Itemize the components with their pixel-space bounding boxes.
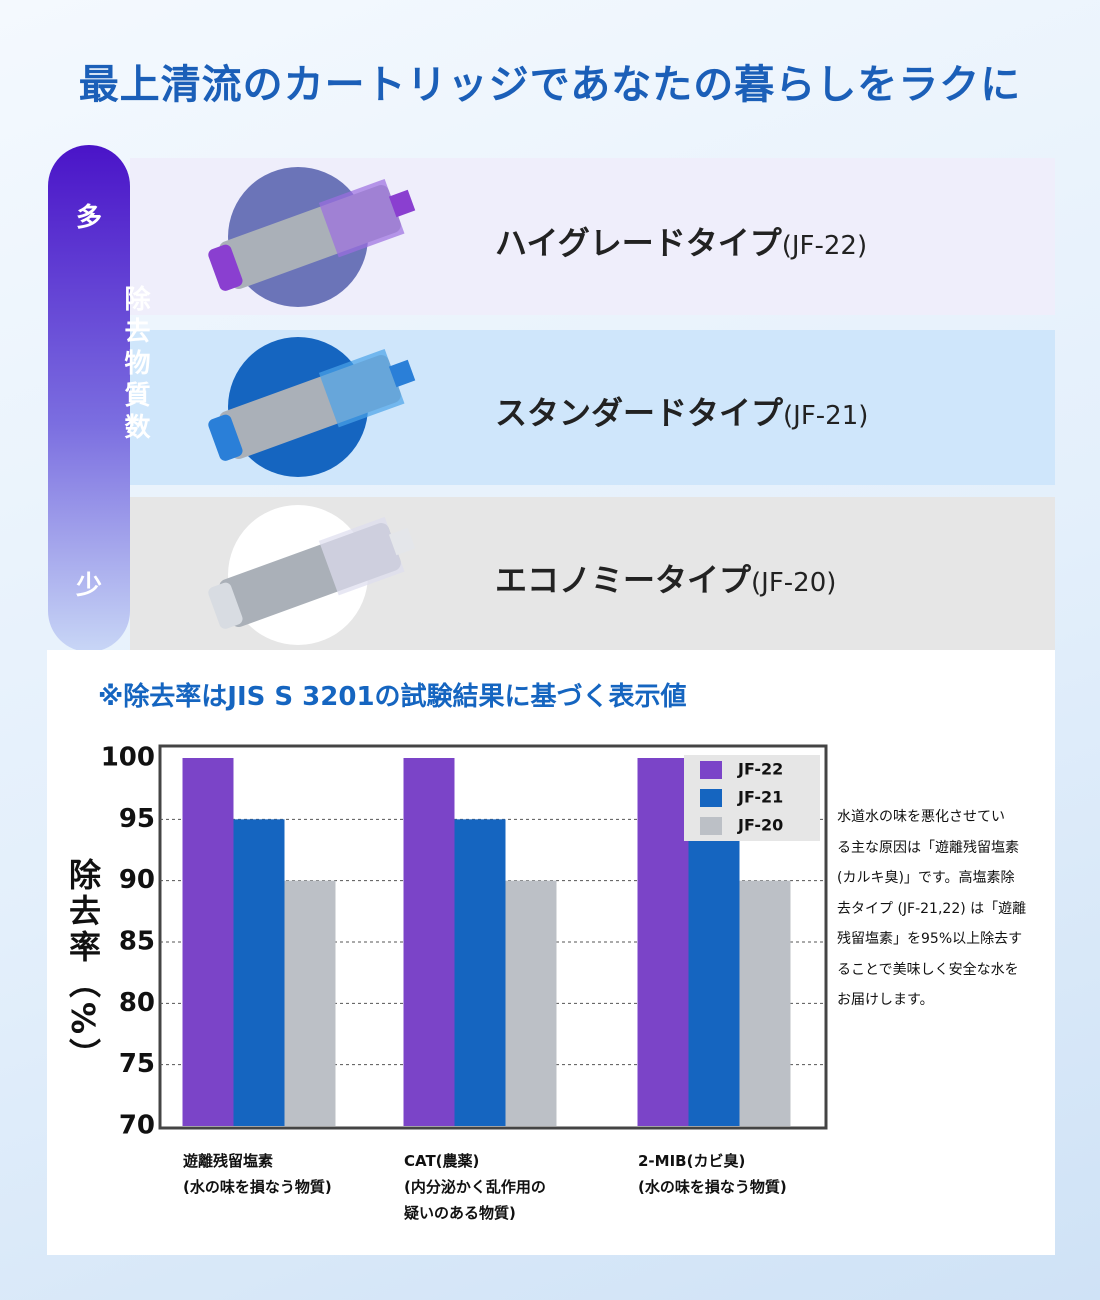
bar bbox=[454, 819, 506, 1126]
note-line: お届けします。 bbox=[837, 992, 934, 1008]
y-tick-label: 85 bbox=[119, 927, 155, 957]
y-tick-label: 90 bbox=[119, 865, 155, 895]
bar bbox=[505, 880, 557, 1126]
scale-top: 多 bbox=[75, 203, 102, 233]
legend: JF-22 JF-21 JF-20 bbox=[684, 755, 820, 841]
bar bbox=[284, 880, 336, 1126]
bar bbox=[182, 758, 234, 1126]
scale-bottom: 少 bbox=[75, 571, 102, 601]
note-line: (カルキ臭)」です。高塩素除 bbox=[837, 870, 1015, 886]
scale-label: 除去物質数 bbox=[120, 285, 150, 445]
tier-model: (JF-22) bbox=[781, 231, 868, 261]
x-tick-label: CAT(農薬) (内分泌かく乱作用の 疑いのある物質) bbox=[404, 1152, 546, 1222]
x-tick-label: 2-MIB(カビ臭) (水の味を損なう物質) bbox=[638, 1152, 787, 1196]
y-axis-label: 除去率（%） bbox=[64, 858, 102, 1075]
cartridges bbox=[208, 167, 416, 645]
legend-label: JF-22 bbox=[737, 760, 783, 779]
legend-swatch bbox=[700, 761, 722, 779]
x-tick-label: 遊離残留塩素 (水の味を損なう物質) bbox=[183, 1152, 332, 1196]
bar bbox=[739, 880, 791, 1126]
note-line: 残留塩素」を95%以上除去す bbox=[837, 931, 1023, 947]
tier-model: (JF-21) bbox=[783, 401, 869, 431]
chart-title: ※除去率はJIS S 3201の試験結果に基づく表示値 bbox=[98, 682, 687, 712]
legend-swatch bbox=[700, 817, 722, 835]
y-tick-label: 70 bbox=[119, 1111, 155, 1141]
scale-pill: 多 除去物質数 少 bbox=[48, 145, 150, 652]
tier-name: スタンダードタイプ bbox=[495, 394, 784, 432]
title: 最上清流のカートリッジであなたの暮らしをラクに bbox=[78, 62, 1022, 108]
note-line: 水道水の味を悪化させてい bbox=[837, 809, 1005, 825]
bar bbox=[403, 758, 455, 1126]
y-tick-label: 80 bbox=[119, 988, 155, 1018]
legend-label: JF-20 bbox=[737, 816, 783, 835]
note: 水道水の味を悪化させてい る主な原因は「遊離残留塩素 (カルキ臭)」です。高塩素除去… bbox=[837, 802, 1026, 1016]
tier-name: ハイグレードタイプ bbox=[495, 224, 782, 262]
bar bbox=[688, 819, 740, 1126]
note-line: る主な原因は「遊離残留塩素 bbox=[837, 839, 1019, 856]
bar bbox=[233, 819, 285, 1126]
legend-swatch bbox=[700, 789, 722, 807]
y-tick-label: 75 bbox=[119, 1049, 155, 1079]
tier-name: エコノミータイプ bbox=[495, 561, 752, 599]
note-line: 去タイプ (JF-21,22) は「遊離 bbox=[837, 900, 1027, 917]
tier-model: (JF-20) bbox=[751, 568, 837, 598]
y-tick-label: 100 bbox=[101, 743, 155, 773]
y-tick-label: 95 bbox=[119, 804, 155, 834]
note-line: ることで美味しく安全な水を bbox=[837, 961, 1019, 978]
bar bbox=[637, 758, 689, 1126]
legend-label: JF-21 bbox=[737, 788, 783, 807]
